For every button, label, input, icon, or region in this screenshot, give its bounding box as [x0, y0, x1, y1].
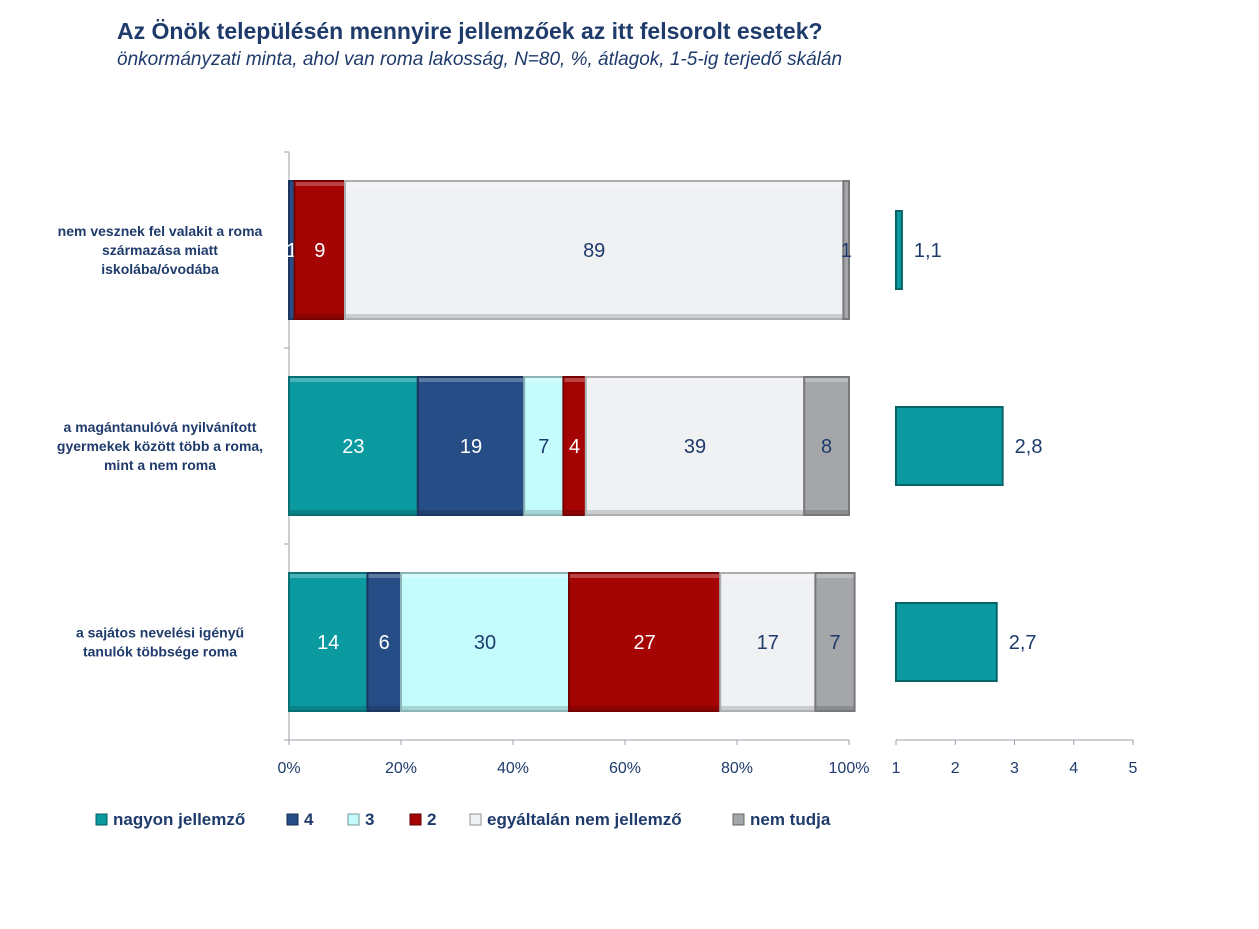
bar-segment	[584, 376, 806, 516]
bar-bevel	[418, 510, 524, 514]
avg-x-tick-label: 4	[1069, 760, 1078, 777]
bar-value-label: 9	[314, 240, 325, 262]
bar-bevel	[368, 706, 400, 710]
legend-swatch	[409, 813, 422, 826]
category-label: mint a nem roma	[104, 457, 216, 473]
legend-label: 4	[304, 810, 314, 829]
bar-bevel	[805, 378, 848, 382]
legend-label: nem tudja	[750, 810, 831, 829]
category-label: gyermekek között több a roma,	[57, 438, 263, 454]
x-tick-label: 20%	[385, 760, 417, 777]
chart-title: Az Önök településén mennyire jellemzőek …	[117, 18, 823, 44]
bar-value-label: 1	[286, 240, 297, 262]
bar-value-label: 23	[342, 436, 364, 458]
bar-bevel	[402, 706, 568, 710]
average-value-label: 1,1	[914, 240, 942, 262]
bar-bevel	[402, 574, 568, 578]
bar-bevel	[346, 182, 843, 186]
bar-value-label: 39	[684, 436, 706, 458]
bar-segment	[814, 572, 856, 712]
avg-x-tick-label: 3	[1010, 760, 1019, 777]
legend-label: egyáltalán nem jellemző	[487, 810, 682, 829]
average-bar	[895, 406, 1004, 486]
category-label: a sajátos nevelési igényű	[76, 625, 244, 641]
x-tick-label: 40%	[497, 760, 529, 777]
bar-bevel	[290, 706, 367, 710]
category-label: tanulók többsége roma	[83, 644, 237, 660]
bar-segment	[344, 180, 845, 320]
bar-value-label: 1	[841, 240, 852, 262]
x-tick-label: 0%	[277, 760, 300, 777]
category-label: iskolába/óvodába	[101, 261, 219, 277]
bar-bevel	[295, 182, 344, 186]
bar-segment	[568, 572, 722, 712]
bar-segment	[400, 572, 570, 712]
average-value-label: 2,7	[1009, 632, 1037, 654]
bar-bevel	[721, 706, 815, 710]
chart-subtitle: önkormányzati minta, ahol van roma lakos…	[117, 49, 843, 70]
bar-segment	[366, 572, 402, 712]
x-tick-label: 60%	[609, 760, 641, 777]
bar-segment	[523, 376, 565, 516]
bar-bevel	[290, 574, 367, 578]
category-label: a magántanulóvá nyilvánított	[64, 419, 257, 435]
bar-value-label: 7	[829, 632, 840, 654]
bar-bevel	[346, 314, 843, 318]
x-tick-label: 100%	[829, 760, 870, 777]
category-label: származása miatt	[102, 242, 218, 258]
bar-bevel	[816, 706, 854, 710]
bar-segment	[288, 376, 419, 516]
bar-value-label: 8	[821, 436, 832, 458]
bar-bevel	[586, 510, 804, 514]
bar-value-label: 19	[460, 436, 482, 458]
legend-label: 2	[427, 810, 436, 829]
bar-value-label: 30	[474, 632, 496, 654]
x-tick-label: 80%	[721, 760, 753, 777]
avg-x-tick-label: 1	[892, 760, 901, 777]
bar-value-label: 6	[379, 632, 390, 654]
legend-swatch	[469, 813, 482, 826]
bar-value-label: 4	[569, 436, 580, 458]
bar-bevel	[570, 574, 720, 578]
bar-value-label: 14	[317, 632, 339, 654]
bar-bevel	[564, 378, 585, 382]
bar-segment	[416, 376, 526, 516]
average-bar	[895, 602, 998, 682]
legend-label: 3	[365, 810, 374, 829]
legend-swatch	[732, 813, 745, 826]
bar-bevel	[570, 706, 720, 710]
legend-swatch	[347, 813, 360, 826]
category-label: nem vesznek fel valakit a roma	[58, 223, 263, 239]
bar-bevel	[721, 574, 815, 578]
bar-bevel	[418, 378, 524, 382]
bar-bevel	[816, 574, 854, 578]
average-value-label: 2,8	[1015, 436, 1043, 458]
bar-bevel	[295, 314, 344, 318]
bar-bevel	[368, 574, 400, 578]
bar-bevel	[805, 510, 848, 514]
legend-swatch	[95, 813, 108, 826]
bar-bevel	[564, 510, 585, 514]
bar-bevel	[525, 510, 563, 514]
bar-segment	[293, 180, 347, 320]
bar-segment	[803, 376, 851, 516]
bar-value-label: 27	[633, 632, 655, 654]
bar-value-label: 89	[583, 240, 605, 262]
avg-x-tick-label: 2	[951, 760, 960, 777]
bar-segment	[719, 572, 817, 712]
avg-x-tick-label: 5	[1129, 760, 1138, 777]
bar-bevel	[290, 378, 417, 382]
bar-value-label: 7	[538, 436, 549, 458]
legend-swatch	[286, 813, 299, 826]
bar-segment	[842, 180, 851, 320]
bar-value-label: 17	[757, 632, 779, 654]
bar-bevel	[290, 510, 417, 514]
bar-bevel	[525, 378, 563, 382]
bar-bevel	[586, 378, 804, 382]
average-bar	[895, 210, 903, 290]
legend-label: nagyon jellemző	[113, 810, 245, 829]
